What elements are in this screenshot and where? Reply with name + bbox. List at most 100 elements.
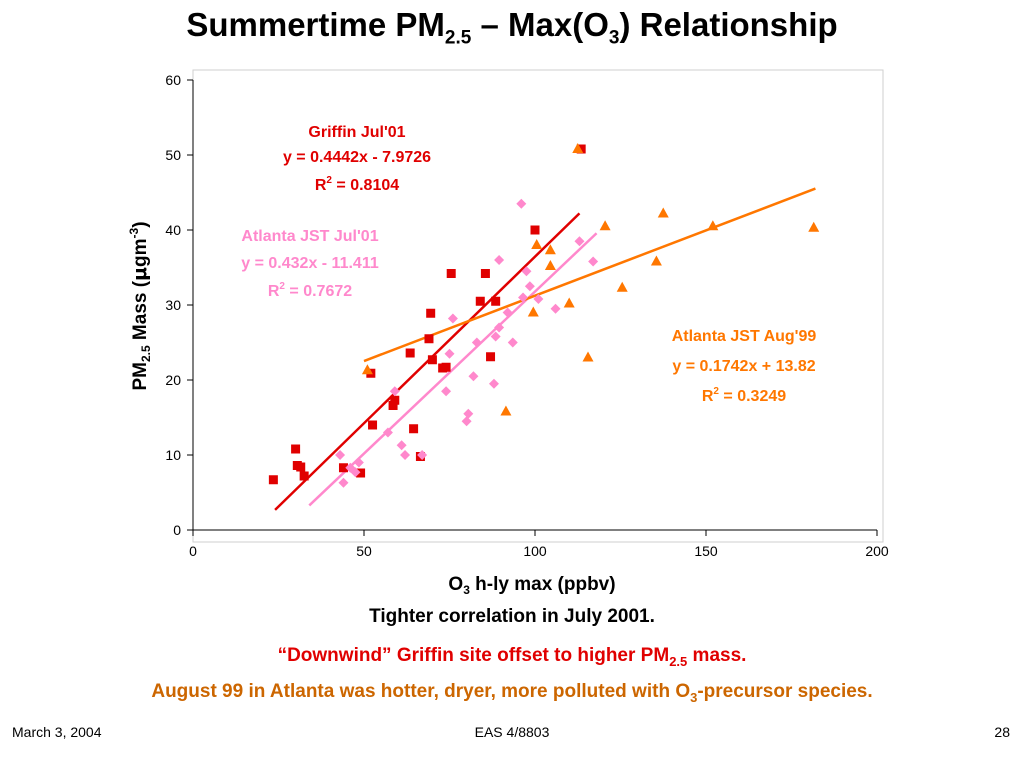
y-axis-title: PM2.5 Mass (μgm-3) — [127, 221, 153, 390]
caption-line-3-subscript: 3 — [690, 689, 698, 705]
x-axis-title-subscript: 3 — [463, 583, 470, 597]
data-point-atl99 — [707, 220, 719, 231]
slide-title-end: ) Relationship — [619, 6, 838, 43]
x-axis-title: O3 h-ly max (ppbv) — [448, 574, 615, 597]
data-point-atl99 — [531, 239, 543, 249]
data-point-griffin — [446, 269, 456, 278]
y-tick-label: 40 — [165, 222, 181, 238]
data-point-atl01 — [417, 450, 428, 460]
data-point-griffin — [388, 401, 398, 410]
y-tick-label: 30 — [165, 297, 181, 313]
r2-superscript: 2 — [326, 175, 332, 186]
y-tick-label: 0 — [173, 522, 181, 538]
data-point-atl01 — [488, 378, 499, 389]
slide-title-middle: – Max(O — [471, 6, 609, 43]
annotation-atl01-equation: y = 0.432x - 11.411 — [241, 255, 379, 272]
data-point-atl01 — [463, 408, 474, 419]
x-tick-label: 100 — [523, 543, 547, 559]
data-point-griffin — [299, 471, 309, 481]
footer-date: March 3, 2004 — [12, 724, 102, 740]
x-axis-title-rest: h-ly max (ppbv) — [470, 574, 616, 595]
data-point-atl01 — [444, 348, 455, 359]
data-point-atl99 — [650, 255, 662, 266]
slide-title-subscript: 2.5 — [444, 27, 472, 49]
y-axis-title-unit: gm — [130, 238, 151, 267]
data-point-griffin — [368, 420, 378, 430]
caption-line-3-end: -precursor species. — [697, 681, 873, 702]
r2-value: = 0.3249 — [719, 388, 786, 405]
data-point-atl01 — [533, 294, 544, 304]
annotation-griffin-r2: R2 = 0.8104 — [315, 175, 399, 194]
slide-title-subscript-2: 3 — [608, 27, 620, 49]
r2-superscript: 2 — [279, 281, 285, 292]
r2-symbol: R — [268, 283, 280, 300]
x-tick-label: 0 — [189, 543, 197, 559]
data-point-griffin — [390, 395, 400, 405]
data-point-griffin — [427, 355, 437, 365]
data-point-atl01 — [471, 337, 482, 348]
data-points — [268, 143, 820, 488]
scatter-chart: 0 50 100 150 200 0 10 20 30 40 50 60 Griffin Jul'01… — [127, 69, 889, 597]
data-point-atl01 — [338, 477, 349, 488]
r2-symbol: R — [702, 388, 714, 405]
data-point-griffin — [441, 362, 451, 372]
data-point-atl01 — [441, 386, 452, 397]
data-point-atl01 — [461, 416, 472, 427]
data-point-atl99 — [361, 364, 373, 375]
y-axis-title-part: PM — [130, 362, 151, 391]
data-point-atl01 — [353, 457, 364, 468]
annotation-atl99-r2: R2 = 0.3249 — [702, 386, 786, 405]
data-point-griffin — [356, 468, 366, 478]
y-tick-label: 50 — [165, 147, 181, 163]
y-tick-label: 20 — [165, 372, 181, 388]
data-point-griffin — [491, 296, 501, 306]
y-axis-title-close: ) — [130, 221, 151, 227]
data-point-atl99 — [572, 143, 584, 153]
slide-title-main: Summertime PM — [186, 6, 445, 43]
data-point-griffin — [426, 308, 436, 318]
y-tick-label: 10 — [165, 447, 181, 463]
annotation-atl01-r2: R2 = 0.7672 — [268, 281, 352, 300]
annotation-griffin-equation: y = 0.4442x - 7.9726 — [283, 149, 431, 166]
data-point-griffin — [405, 348, 415, 358]
data-point-atl99 — [527, 306, 539, 317]
y-tick-label: 60 — [165, 72, 181, 88]
data-point-atl01 — [350, 467, 361, 478]
trendline-atl99 — [363, 187, 816, 363]
x-tick-label: 150 — [694, 543, 718, 559]
annotation-atl99-equation: y = 0.1742x + 13.82 — [672, 358, 815, 375]
caption-line-3-start: August 99 in Atlanta was hotter, dryer, … — [151, 681, 691, 702]
data-point-atl99 — [808, 221, 820, 232]
y-axis-title-mass: Mass ( — [130, 280, 151, 345]
data-point-atl01 — [382, 427, 393, 438]
r2-symbol: R — [315, 177, 327, 194]
data-point-atl01 — [524, 281, 535, 292]
axes: 0 50 100 150 200 0 10 20 30 40 50 60 — [165, 72, 888, 559]
data-point-griffin — [530, 225, 540, 235]
data-point-atl99 — [582, 351, 594, 362]
data-point-atl01 — [588, 256, 599, 267]
r2-superscript: 2 — [713, 386, 719, 397]
footer-course: EAS 4/8803 — [474, 724, 550, 740]
data-point-atl99 — [599, 220, 611, 231]
data-point-atl99 — [500, 405, 512, 416]
caption-line-2-start: “Downwind” Griffin site offset to higher… — [277, 645, 670, 666]
data-point-griffin — [576, 144, 586, 154]
data-point-griffin — [338, 463, 348, 473]
data-point-griffin — [475, 296, 485, 306]
y-axis-title-superscript: -3 — [127, 227, 141, 238]
caption-line-1: Tighter correlation in July 2001. — [369, 606, 655, 627]
trendline-griffin — [274, 212, 581, 511]
data-point-griffin — [409, 424, 419, 434]
data-point-griffin — [268, 475, 278, 485]
data-point-atl01 — [494, 322, 505, 333]
caption-line-2: “Downwind” Griffin site offset to higher… — [0, 645, 1024, 669]
caption-line-3: August 99 in Atlanta was hotter, dryer, … — [0, 681, 1024, 705]
data-point-atl01 — [400, 450, 411, 460]
x-axis-title-part: O — [448, 574, 463, 595]
x-tick-label: 200 — [865, 543, 889, 559]
data-point-atl01 — [521, 266, 532, 277]
x-tick-label: 50 — [356, 543, 372, 559]
r2-value: = 0.8104 — [332, 177, 399, 194]
annotation-griffin-name: Griffin Jul'01 — [308, 124, 405, 141]
